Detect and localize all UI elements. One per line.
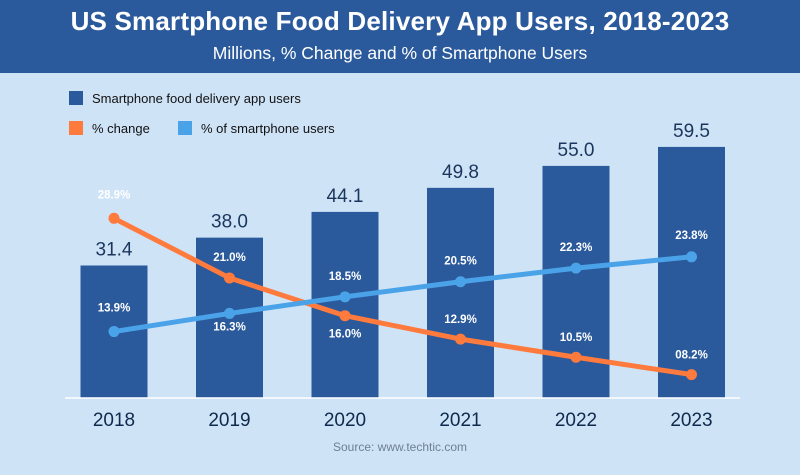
bar-value-label: 31.4 (96, 239, 133, 260)
legend-label-pct-users: % of smartphone users (201, 121, 335, 136)
pct-users-point-label: 22.3% (560, 242, 593, 254)
legend: Smartphone food delivery app users % cha… (69, 91, 335, 136)
x-tick-label: 2022 (555, 410, 597, 431)
x-tick-label: 2020 (324, 410, 366, 431)
line-series (108, 212, 697, 381)
pct-change-point-label: 21.0% (213, 252, 246, 264)
chart-subtitle: Millions, % Change and % of Smartphone U… (212, 43, 588, 63)
bar (427, 187, 494, 398)
bar-value-label: 59.5 (673, 121, 710, 142)
pct-users-line (111, 254, 694, 335)
pct-change-point-label: 16.0% (329, 329, 362, 341)
bar (311, 211, 379, 398)
pct-change-point (455, 333, 466, 345)
bar-series (80, 146, 725, 398)
pct-users-point-label: 18.5% (329, 271, 362, 283)
pct-users-point-label: 16.3% (213, 321, 246, 333)
x-tick-label: 2019 (208, 410, 250, 431)
x-tick-label: 2018 (93, 410, 135, 431)
pct-users-point-label: 23.8% (675, 230, 708, 242)
pct-users-point (339, 291, 351, 303)
x-axis-ticks: 2018 2019 2020 2021 2022 2023 (93, 410, 713, 431)
chart-title: US Smartphone Food Delivery App Users, 2… (70, 6, 730, 36)
pct-change-line (111, 215, 694, 378)
pct-users-point-label: 20.5% (444, 256, 477, 268)
pct-change-point-label: 28.9% (98, 189, 131, 201)
source-note: Source: www.techtic.com (332, 440, 468, 454)
pct-change-point (224, 272, 235, 284)
x-tick-label: 2021 (439, 410, 481, 431)
pct-change-point (108, 212, 120, 224)
legend-swatch-users (69, 91, 83, 105)
header-banner: US Smartphone Food Delivery App Users, 2… (0, 0, 800, 73)
pct-change-point (686, 369, 697, 381)
bar-value-label: 38.0 (211, 212, 248, 233)
bar (658, 146, 725, 398)
pct-users-point (224, 307, 235, 319)
legend-swatch-pct-change (69, 121, 83, 135)
bar-value-label: 49.8 (442, 162, 479, 183)
data-labels: 31.4 38.0 44.1 49.8 55.0 59.5 28.9% 21.0% 16.0% 1… (96, 121, 710, 362)
pct-users-point (108, 326, 120, 338)
pct-users-point (455, 276, 466, 288)
pct-users-point (686, 251, 697, 263)
x-tick-label: 2023 (670, 410, 712, 431)
pct-change-point-label: 12.9% (444, 314, 477, 326)
pct-users-point (570, 262, 582, 274)
pct-change-point-label: 10.5% (560, 332, 593, 344)
pct-change-point (339, 310, 351, 322)
legend-label-users: Smartphone food delivery app users (92, 91, 301, 106)
pct-change-point-label: 08.2% (675, 350, 708, 362)
bar-value-label: 44.1 (327, 186, 364, 207)
pct-users-point-label: 13.9% (98, 303, 131, 315)
legend-swatch-pct-users (178, 121, 192, 135)
bar-value-label: 55.0 (558, 140, 595, 161)
legend-label-pct-change: % change (92, 121, 150, 136)
pct-change-point (570, 351, 582, 363)
